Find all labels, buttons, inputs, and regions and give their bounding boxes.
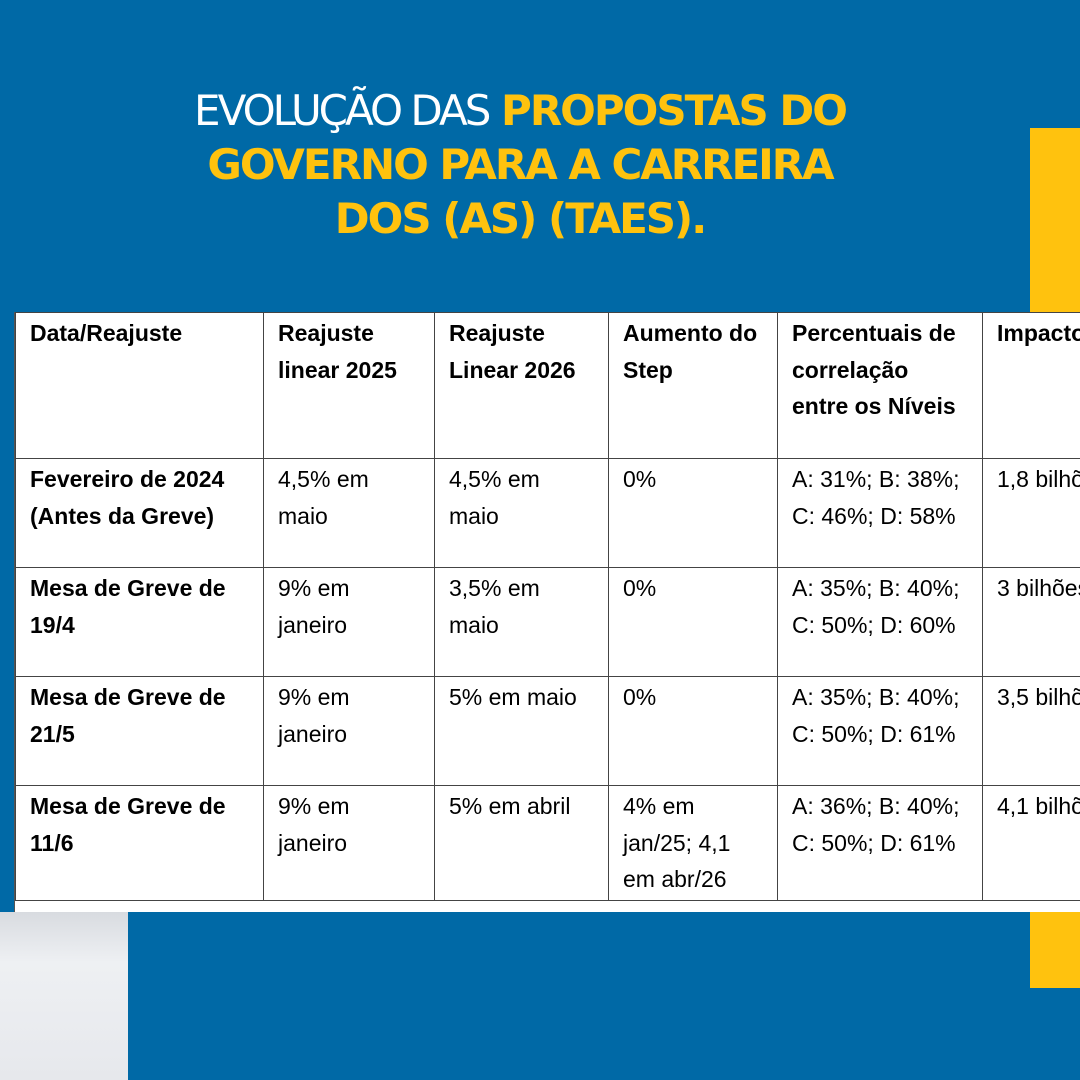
cell: 3,5 bilhões bbox=[982, 676, 1080, 786]
table-row: Fevereiro de 2024 (Antes da Greve) 4,5% … bbox=[15, 458, 1080, 568]
gray-corner bbox=[0, 912, 128, 1080]
cell: 9% em janeiro bbox=[263, 785, 435, 901]
cell: Fevereiro de 2024 (Antes da Greve) bbox=[15, 458, 264, 568]
cell: 0% bbox=[608, 676, 778, 786]
cell: 0% bbox=[608, 567, 778, 677]
cell: 5% em maio bbox=[434, 676, 609, 786]
cell: A: 31%; B: 38%; C: 46%; D: 58% bbox=[777, 458, 983, 568]
accent-bar-top bbox=[1030, 128, 1080, 318]
title-line-3: DOS (AS) (TAES). bbox=[334, 194, 707, 243]
table-row: Mesa de Greve de 19/4 9% em janeiro 3,5%… bbox=[15, 567, 1080, 677]
table-header-row: Data/Reajuste Reajuste linear 2025 Reaju… bbox=[15, 312, 1080, 459]
header-cell: Data/Reajuste bbox=[15, 312, 264, 459]
cell: A: 36%; B: 40%; C: 50%; D: 61% bbox=[777, 785, 983, 901]
cell: 3,5% em maio bbox=[434, 567, 609, 677]
page-title: EVOLUÇÃO DAS PROPOSTAS DO GOVERNO PARA A… bbox=[60, 84, 980, 246]
cell: A: 35%; B: 40%; C: 50%; D: 60% bbox=[777, 567, 983, 677]
cell: 4,5% em maio bbox=[434, 458, 609, 568]
accent-bar-bottom bbox=[1030, 912, 1080, 988]
cell: 4,5% em maio bbox=[263, 458, 435, 568]
cell: A: 35%; B: 40%; C: 50%; D: 61% bbox=[777, 676, 983, 786]
table-row: Mesa de Greve de 11/6 9% em janeiro 5% e… bbox=[15, 785, 1080, 901]
header-cell: Percentuais de correlação entre os Nívei… bbox=[777, 312, 983, 459]
cell: 9% em janeiro bbox=[263, 567, 435, 677]
title-line-2: GOVERNO PARA A CARREIRA bbox=[207, 140, 834, 189]
title-part-2: PROPOSTAS DO bbox=[501, 86, 848, 135]
cell: 1,8 bilhões bbox=[982, 458, 1080, 568]
header-cell: Reajuste Linear 2026 bbox=[434, 312, 609, 459]
header-cell: Impacto Financeiro Imediato bbox=[982, 312, 1080, 459]
cell: Mesa de Greve de 21/5 bbox=[15, 676, 264, 786]
header-cell: Aumento do Step bbox=[608, 312, 778, 459]
cell: 9% em janeiro bbox=[263, 676, 435, 786]
proposals-table-panel: Data/Reajuste Reajuste linear 2025 Reaju… bbox=[14, 312, 1080, 912]
cell: 4% em jan/25; 4,1 em abr/26 bbox=[608, 785, 778, 901]
table-row: Mesa de Greve de 21/5 9% em janeiro 5% e… bbox=[15, 676, 1080, 786]
proposals-table: Data/Reajuste Reajuste linear 2025 Reaju… bbox=[15, 312, 1080, 901]
cell: 3 bilhões bbox=[982, 567, 1080, 677]
title-part-1: EVOLUÇÃO DAS bbox=[194, 86, 491, 135]
cell: 4,1 bilhões bbox=[982, 785, 1080, 901]
cell: 5% em abril bbox=[434, 785, 609, 901]
cell: Mesa de Greve de 19/4 bbox=[15, 567, 264, 677]
cell: 0% bbox=[608, 458, 778, 568]
header-cell: Reajuste linear 2025 bbox=[263, 312, 435, 459]
cell: Mesa de Greve de 11/6 bbox=[15, 785, 264, 901]
